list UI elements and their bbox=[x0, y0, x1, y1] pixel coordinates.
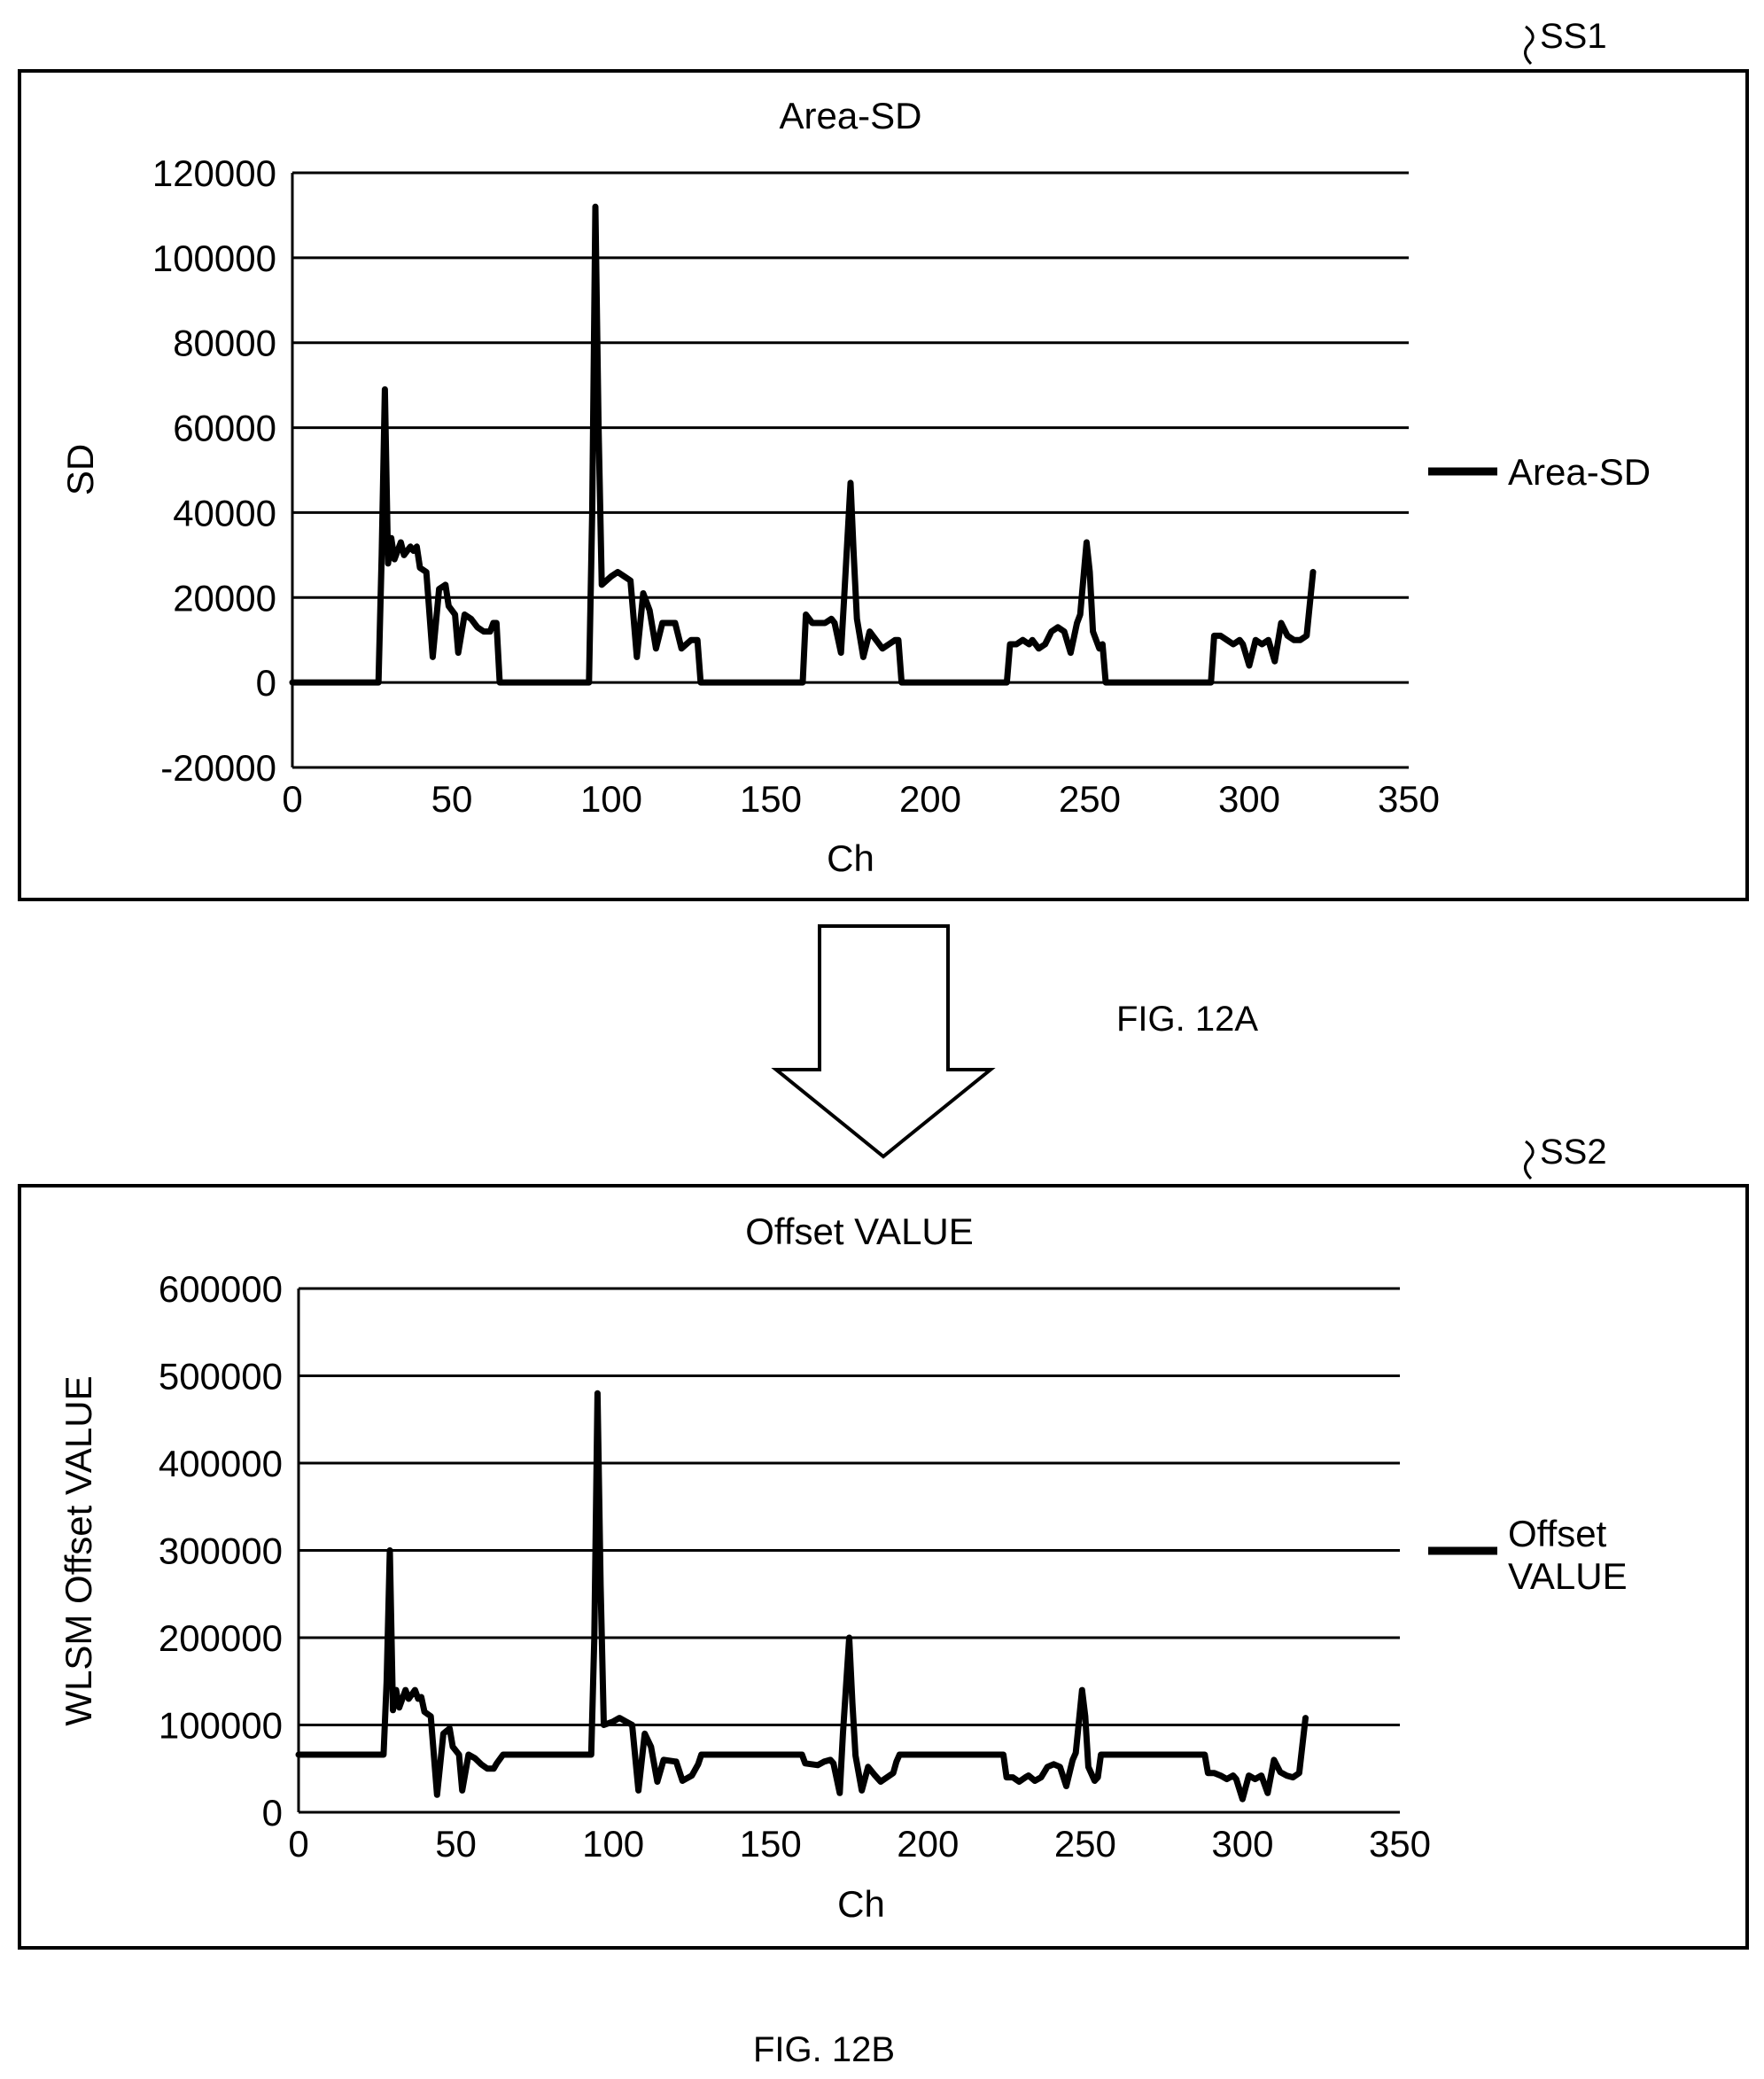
x-axis-label-1: Ch bbox=[827, 837, 874, 879]
x-tick-label: 100 bbox=[582, 1823, 644, 1865]
ref-label-1: SS1 bbox=[1540, 17, 1607, 56]
y-tick-label: 0 bbox=[256, 662, 276, 704]
x-tick-label: 200 bbox=[897, 1823, 959, 1865]
figure-caption-1: FIG. 12A bbox=[1116, 1000, 1258, 1039]
x-tick-label: 0 bbox=[282, 778, 302, 820]
x-tick-label: 350 bbox=[1369, 1823, 1431, 1865]
x-tick-label: 150 bbox=[740, 1823, 802, 1865]
figure-caption-2: FIG. 12B bbox=[753, 2030, 895, 2069]
y-tick-labels-2: 0 100000 200000 300000 400000 500000 600000 bbox=[159, 1268, 283, 1834]
y-tick-label: 40000 bbox=[173, 492, 276, 533]
y-tick-label: 120000 bbox=[152, 152, 276, 194]
ref-label-2: SS2 bbox=[1540, 1133, 1607, 1172]
y-axis-label-2: WLSM Offset VALUE bbox=[58, 1375, 99, 1725]
legend-label-2-line-1: Offset bbox=[1508, 1513, 1607, 1554]
series-line bbox=[295, 1390, 1309, 1803]
x-tick-label: 100 bbox=[580, 778, 642, 820]
y-tick-label: 80000 bbox=[173, 323, 276, 364]
x-tick-label: 250 bbox=[1059, 778, 1121, 820]
y-tick-label: 20000 bbox=[173, 577, 276, 619]
x-tick-labels-2: 0 50 100 150 200 250 300 350 bbox=[288, 1823, 1431, 1865]
y-tick-label: 300000 bbox=[159, 1530, 283, 1572]
chart-panel-1: SS1 Area-SD -200000200004000060000800001… bbox=[18, 17, 1749, 901]
y-tick-label: 60000 bbox=[173, 408, 276, 449]
legend-label-1: Area-SD bbox=[1508, 451, 1651, 493]
series-2 bbox=[295, 1390, 1309, 1803]
y-tick-label: 100000 bbox=[152, 237, 276, 279]
y-tick-label: 500000 bbox=[159, 1356, 283, 1398]
x-tick-label: 200 bbox=[899, 778, 961, 820]
x-tick-label: 50 bbox=[431, 778, 473, 820]
x-tick-label: 250 bbox=[1054, 1823, 1116, 1865]
y-tick-label: 100000 bbox=[159, 1705, 283, 1747]
grid-1 bbox=[292, 171, 1409, 684]
x-tick-label: 300 bbox=[1218, 778, 1280, 820]
series-1 bbox=[289, 203, 1317, 686]
y-tick-labels-1: -20000 0 20000 40000 60000 80000 100000 120000 bbox=[152, 152, 276, 789]
chart-frame-2 bbox=[18, 1184, 1749, 1950]
x-tick-label: 0 bbox=[288, 1823, 308, 1865]
y-tick-label: 0 bbox=[262, 1792, 283, 1834]
chart-title-2: Offset VALUE bbox=[745, 1211, 974, 1252]
chart-title-1: Area-SD bbox=[779, 95, 921, 136]
x-axis-label-2: Ch bbox=[837, 1883, 885, 1925]
x-tick-label: 50 bbox=[435, 1823, 477, 1865]
legend-label-2-line-2: VALUE bbox=[1508, 1555, 1628, 1597]
y-tick-label: 400000 bbox=[159, 1443, 283, 1484]
chart-frame-1 bbox=[18, 69, 1749, 901]
y-tick-label: 200000 bbox=[159, 1617, 283, 1659]
ref-leader-1 bbox=[1524, 25, 1535, 66]
y-tick-label: -20000 bbox=[160, 747, 276, 789]
down-arrow-shape bbox=[771, 924, 996, 1159]
chart-panel-2: SS2 Offset VALUE 0 100000 200000 300000 4000… bbox=[18, 1133, 1749, 1950]
x-tick-label: 150 bbox=[740, 778, 802, 820]
y-tick-label: 600000 bbox=[159, 1268, 283, 1310]
ref-leader-2 bbox=[1524, 1140, 1535, 1180]
series-line bbox=[289, 203, 1317, 686]
x-tick-label: 350 bbox=[1378, 778, 1440, 820]
x-tick-labels-1: 0 50 100 150 200 250 300 350 bbox=[282, 778, 1440, 820]
x-tick-label: 300 bbox=[1211, 1823, 1273, 1865]
y-axis-label-1: SD bbox=[59, 444, 101, 495]
